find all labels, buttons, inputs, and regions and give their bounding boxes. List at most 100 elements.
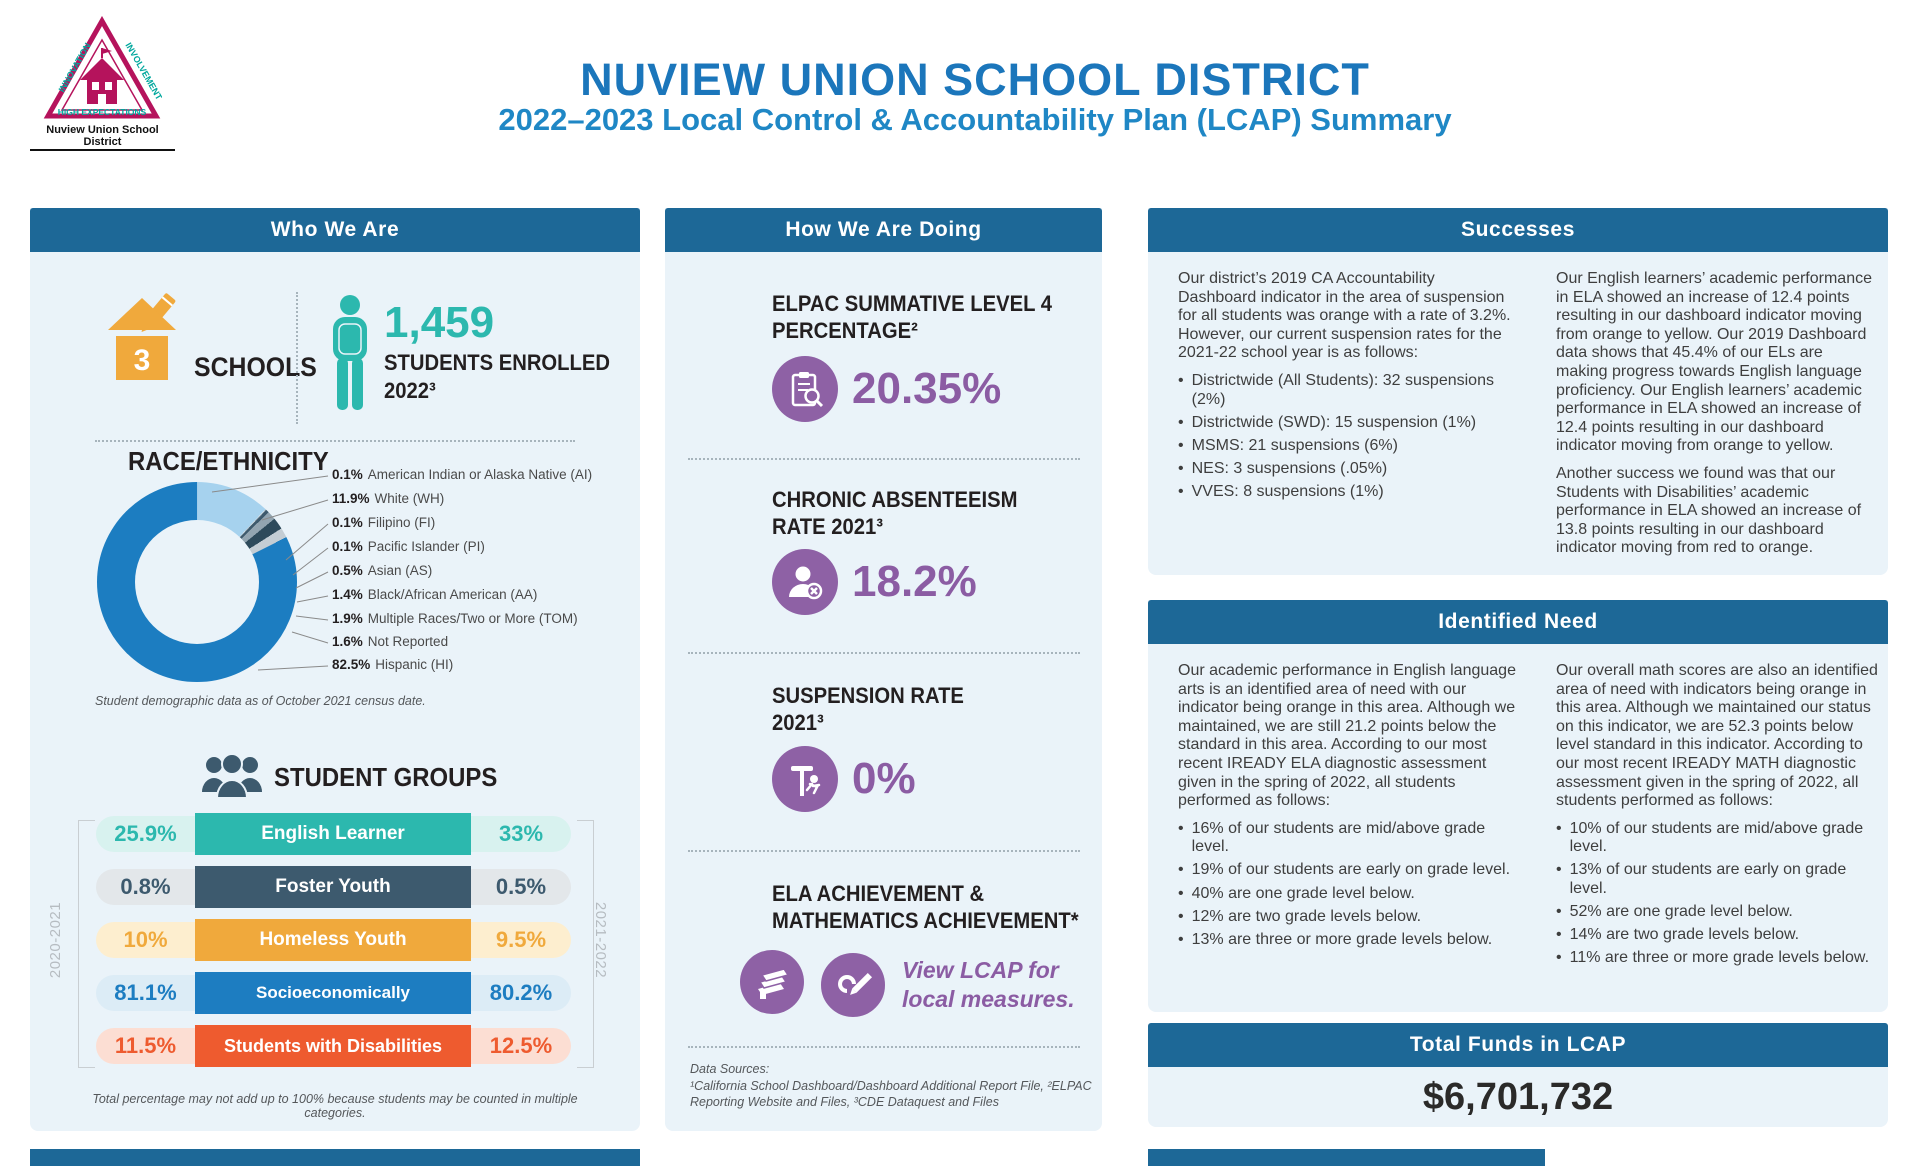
total-funds-header: Total Funds in LCAP: [1148, 1023, 1888, 1067]
identified-need-header: Identified Need: [1148, 600, 1888, 644]
who-we-are-header: Who We Are: [30, 208, 640, 252]
student-group-row: 10% Homeless Youth 9.5%: [96, 919, 571, 961]
race-data-note: Student demographic data as of October 2…: [95, 694, 426, 708]
pencil-ruler-icon: [818, 950, 888, 1020]
elpac-value: 20.35%: [852, 364, 1002, 413]
group-label-bar: Foster Youth: [195, 866, 471, 908]
students-enrolled-year: 2022³: [384, 378, 436, 403]
chronic-absenteeism-title: CHRONIC ABSENTEEISM RATE 2021³: [772, 487, 1018, 539]
race-item: 0.1% Pacific Islander (PI): [332, 539, 485, 554]
svg-text:3: 3: [134, 344, 151, 377]
race-item: 0.1% Filipino (FI): [332, 515, 436, 530]
chronic-absenteeism-value: 18.2%: [852, 557, 977, 606]
student-group-row: 0.8% Foster Youth 0.5%: [96, 866, 571, 908]
identified-need-right-column: Our overall math scores are also an iden…: [1556, 662, 1878, 972]
successes-panel: [1148, 208, 1888, 575]
data-sources-label: Data Sources:: [690, 1062, 770, 1076]
clipboard-search-icon: [772, 356, 838, 422]
ela-math-title: ELA ACHIEVEMENT & MATHEMATICS ACHIEVEMENT…: [772, 881, 1079, 933]
successes-intro: Our district’s 2019 CA Accountability Da…: [1178, 270, 1511, 362]
total-funds-value: $6,701,732: [1422, 1076, 1614, 1118]
total-funds-panel: [1148, 1067, 1888, 1127]
group-value-2021: 12.5%: [489, 1033, 553, 1058]
group-label-bar: English Learner: [195, 813, 471, 855]
identified-need-bullet: • 19% of our students are early on grade …: [1178, 861, 1511, 879]
district-logo-name: Nuview Union School District: [30, 124, 175, 151]
year-bracket-right: [577, 820, 594, 1068]
identified-need-bullet: • 13% are three or more grade levels belo…: [1178, 930, 1493, 948]
group-value-2021: 33%: [498, 821, 544, 846]
section-divider: [95, 440, 575, 442]
books-icon: [740, 950, 804, 1014]
group-value-2020: 81.1%: [114, 980, 177, 1005]
identified-need-bullet: • 12% are two grade levels below.: [1178, 907, 1422, 925]
svg-text:HIGH EXPECTATIONS: HIGH EXPECTATIONS: [58, 107, 147, 117]
page-subtitle: 2022–2023 Local Control & Accountability…: [498, 102, 1452, 137]
metric-divider: [688, 458, 1080, 460]
identified-need-bullet: • 13% of our students are early on grade …: [1556, 861, 1847, 898]
suspension-rate-value: 0%: [852, 754, 916, 803]
suspension-rate-title: SUSPENSION RATE 2021³: [772, 683, 964, 735]
identified-need-left-column: Our academic performance in English lang…: [1178, 662, 1516, 954]
absent-person-icon: [772, 549, 838, 615]
successes-bullet: • MSMS: 21 suspensions (6%): [1178, 436, 1398, 454]
group-value-2021: 80.2%: [489, 980, 553, 1005]
elpac-title: ELPAC SUMMATIVE LEVEL 4 PERCENTAGE²: [772, 291, 1053, 343]
group-label-bar: Socioeconomically Disadvantaged: [195, 972, 471, 1044]
view-lcap-note: View LCAP for local measures.: [902, 957, 1075, 1012]
group-value-2020: 10%: [123, 927, 168, 952]
race-item: 82.5% Hispanic (HI): [332, 657, 454, 672]
successes-header: Successes: [1148, 208, 1888, 252]
identified-need-bullet: • 10% of our students are mid/above grade…: [1556, 819, 1864, 856]
suspension-icon: [772, 746, 838, 812]
identified-need-intro: Our academic performance in English lang…: [1178, 662, 1516, 810]
successes-bullet: • Districtwide (All Students): 32 suspens…: [1178, 371, 1494, 408]
donut-callout-lines: [211, 475, 329, 671]
metric-divider: [688, 850, 1080, 852]
students-enrolled-label: STUDENTS ENROLLED: [384, 350, 611, 375]
student-groups-title: STUDENT GROUPS: [274, 762, 498, 792]
schoolhouse-icon: 3: [100, 288, 190, 384]
group-value-2020: 25.9%: [114, 821, 177, 846]
identified-need-bullet: • 11% are three or more grade levels belo…: [1556, 949, 1870, 967]
next-section-bar-right: [1148, 1149, 1545, 1166]
identified-need-bullet: • 40% are one grade level below.: [1178, 884, 1415, 902]
students-enrolled-value: 1,459: [384, 298, 495, 347]
group-value-2020: 0.8%: [120, 874, 171, 899]
race-item: 0.5% Asian (AS): [332, 563, 433, 578]
race-item: 1.9% Multiple Races/Two or More (TOM): [332, 611, 578, 626]
successes-left-column: Our district’s 2019 CA Accountability Da…: [1178, 270, 1516, 506]
successes-bullet: • Districtwide (SWD): 15 suspension (1%): [1178, 413, 1477, 431]
race-item: 1.6% Not Reported: [332, 634, 449, 649]
identified-need-intro: Our overall math scores are also an iden…: [1556, 662, 1878, 810]
identified-need-bullet: • 52% are one grade level below.: [1556, 903, 1793, 921]
successes-right-column: Our English learners’ academic performan…: [1556, 270, 1878, 567]
student-group-row: 11.5% Students with Disabilities 12.5%: [96, 1025, 571, 1067]
data-sources-text: ¹California School Dashboard/Dashboard A…: [690, 1079, 1092, 1109]
group-value-2020: 11.5%: [114, 1033, 177, 1058]
successes-bullet: • VVES: 8 suspensions (1%): [1178, 482, 1384, 500]
race-ethnicity-donut-chart: [97, 482, 297, 682]
metric-divider: [688, 1046, 1080, 1048]
page-title: NUVIEW UNION SCHOOL DISTRICT: [580, 54, 1370, 105]
student-groups-note: Total percentage may not add up to 100% …: [92, 1092, 578, 1120]
identified-need-bullet: • 14% are two grade levels below.: [1556, 926, 1800, 944]
student-group-row: 25.9% English Learner 33%: [96, 813, 571, 855]
successes-bullet: • NES: 3 suspensions (.05%): [1178, 459, 1388, 477]
identified-need-panel: [1148, 600, 1888, 1012]
race-item: 11.9% White (WH): [332, 491, 445, 506]
next-section-bar-left: [30, 1149, 640, 1166]
year-bracket-left: [78, 820, 95, 1068]
student-groups-icon: [200, 752, 264, 807]
year-label-left: 2020-2021: [47, 901, 64, 979]
successes-paragraph: Our English learners’ academic performan…: [1556, 270, 1872, 455]
group-value-2021: 0.5%: [495, 874, 547, 899]
group-value-2021: 9.5%: [495, 927, 547, 952]
student-icon: [327, 294, 373, 429]
race-item: 1.4% Black/African American (AA): [332, 587, 538, 602]
how-we-are-doing-header: How We Are Doing: [665, 208, 1102, 252]
district-logo: INNOVATION INVOLVEMENT HIGH EXPECTATIONS: [42, 15, 164, 124]
successes-paragraph: Another success we found was that our St…: [1556, 464, 1862, 557]
group-label-bar: Homeless Youth: [195, 919, 471, 961]
